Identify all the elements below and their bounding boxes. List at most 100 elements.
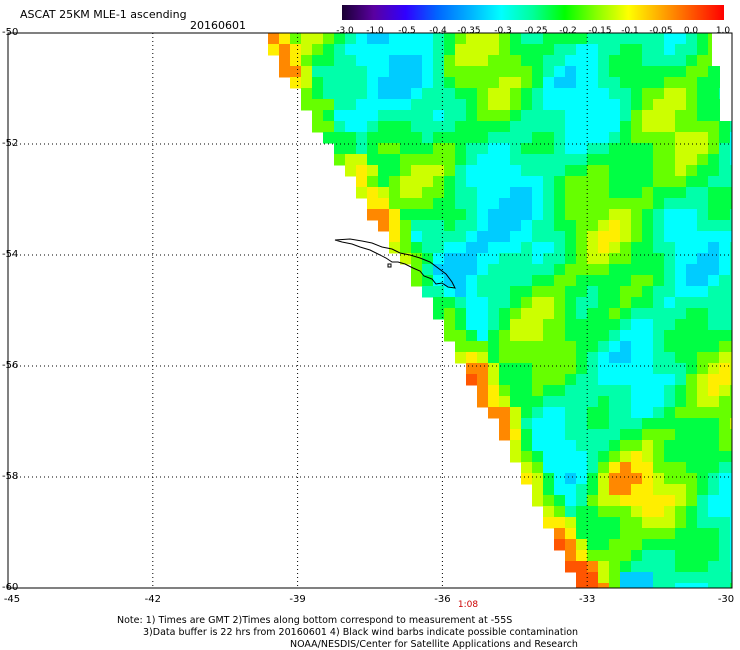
swath-cell — [675, 242, 687, 254]
swath-cell — [730, 407, 732, 419]
swath-cell — [653, 330, 665, 342]
swath-cell — [565, 77, 577, 89]
swath-cell — [389, 242, 401, 254]
swath-cell — [422, 198, 434, 210]
swath-cell — [631, 506, 643, 518]
swath-cell — [708, 66, 720, 78]
swath-cell — [411, 110, 423, 122]
swath-cell — [554, 440, 566, 452]
swath-cell — [664, 44, 676, 56]
swath-cell — [697, 440, 709, 452]
swath-cell — [543, 418, 555, 430]
swath-cell — [664, 330, 676, 342]
swath-cell — [268, 33, 280, 45]
swath-cell — [455, 110, 467, 122]
swath-cell — [598, 484, 610, 496]
swath-cell — [554, 517, 566, 529]
swath-cell — [686, 286, 698, 298]
swath-cell — [675, 451, 687, 463]
swath-cell — [455, 198, 467, 210]
swath-cell — [543, 88, 555, 100]
swath-cell — [521, 407, 533, 419]
swath-cell — [631, 385, 643, 397]
swath-cell — [565, 165, 577, 177]
swath-cell — [312, 66, 324, 78]
swath-cell — [697, 220, 709, 232]
swath-cell — [631, 495, 643, 507]
swath-cell — [411, 154, 423, 166]
swath-cell — [576, 517, 588, 529]
swath-cell — [554, 209, 566, 221]
swath-cell — [686, 319, 698, 331]
swath-cell — [400, 132, 412, 144]
swath-cell — [719, 451, 731, 463]
swath-cell — [565, 209, 577, 221]
swath-cell — [378, 176, 390, 188]
swath-cell — [543, 209, 555, 221]
swath-cell — [708, 495, 720, 507]
swath-cell — [422, 55, 434, 67]
swath-cell — [697, 66, 709, 78]
swath-cell — [708, 484, 720, 496]
swath-cell — [576, 99, 588, 111]
swath-cell — [642, 154, 654, 166]
swath-cell — [510, 440, 522, 452]
swath-cell — [466, 341, 478, 353]
swath-cell — [576, 561, 588, 573]
swath-cell — [719, 396, 731, 408]
swath-cell — [587, 308, 599, 320]
swath-cell — [719, 418, 731, 430]
swath-cell — [653, 363, 665, 375]
swath-cell — [378, 132, 390, 144]
swath-cell — [675, 429, 687, 441]
swath-cell — [312, 77, 324, 89]
swath-cell — [565, 528, 577, 540]
swath-cell — [400, 110, 412, 122]
swath-cell — [576, 583, 588, 588]
swath-cell — [730, 209, 732, 221]
swath-cell — [521, 187, 533, 199]
swath-cell — [620, 550, 632, 562]
swath-cell — [554, 198, 566, 210]
swath-cell — [730, 165, 732, 177]
swath-cell — [642, 517, 654, 529]
swath-cell — [620, 352, 632, 364]
swath-cell — [444, 55, 456, 67]
swath-cell — [576, 407, 588, 419]
swath-cell — [543, 385, 555, 397]
swath-cell — [510, 330, 522, 342]
swath-cell — [521, 176, 533, 188]
swath-cell — [345, 99, 357, 111]
swath-cell — [510, 374, 522, 386]
swath-cell — [477, 176, 489, 188]
swath-cell — [444, 253, 456, 265]
swath-cell — [422, 44, 434, 56]
swath-cell — [730, 198, 732, 210]
swath-cell — [631, 308, 643, 320]
swath-cell — [367, 187, 379, 199]
swath-cell — [653, 198, 665, 210]
swath-cell — [686, 528, 698, 540]
swath-cell — [565, 330, 577, 342]
swath-cell — [565, 495, 577, 507]
swath-cell — [598, 352, 610, 364]
swath-cell — [422, 253, 434, 265]
swath-cell — [730, 341, 732, 353]
swath-cell — [554, 341, 566, 353]
swath-cell — [719, 110, 720, 122]
longitude-tick-label: -36 — [434, 594, 451, 605]
swath-cell — [686, 451, 698, 463]
swath-cell — [521, 143, 533, 155]
swath-cell — [466, 231, 478, 243]
latitude-tick-label: -52 — [2, 138, 19, 149]
swath-cell — [664, 209, 676, 221]
swath-cell — [543, 220, 555, 232]
swath-cell — [345, 110, 357, 122]
swath-cell — [675, 517, 687, 529]
swath-cell — [312, 121, 324, 133]
swath-cell — [697, 462, 709, 474]
swath-cell — [697, 143, 709, 155]
swath-cell — [554, 132, 566, 144]
swath-cell — [620, 429, 632, 441]
swath-cell — [499, 187, 511, 199]
